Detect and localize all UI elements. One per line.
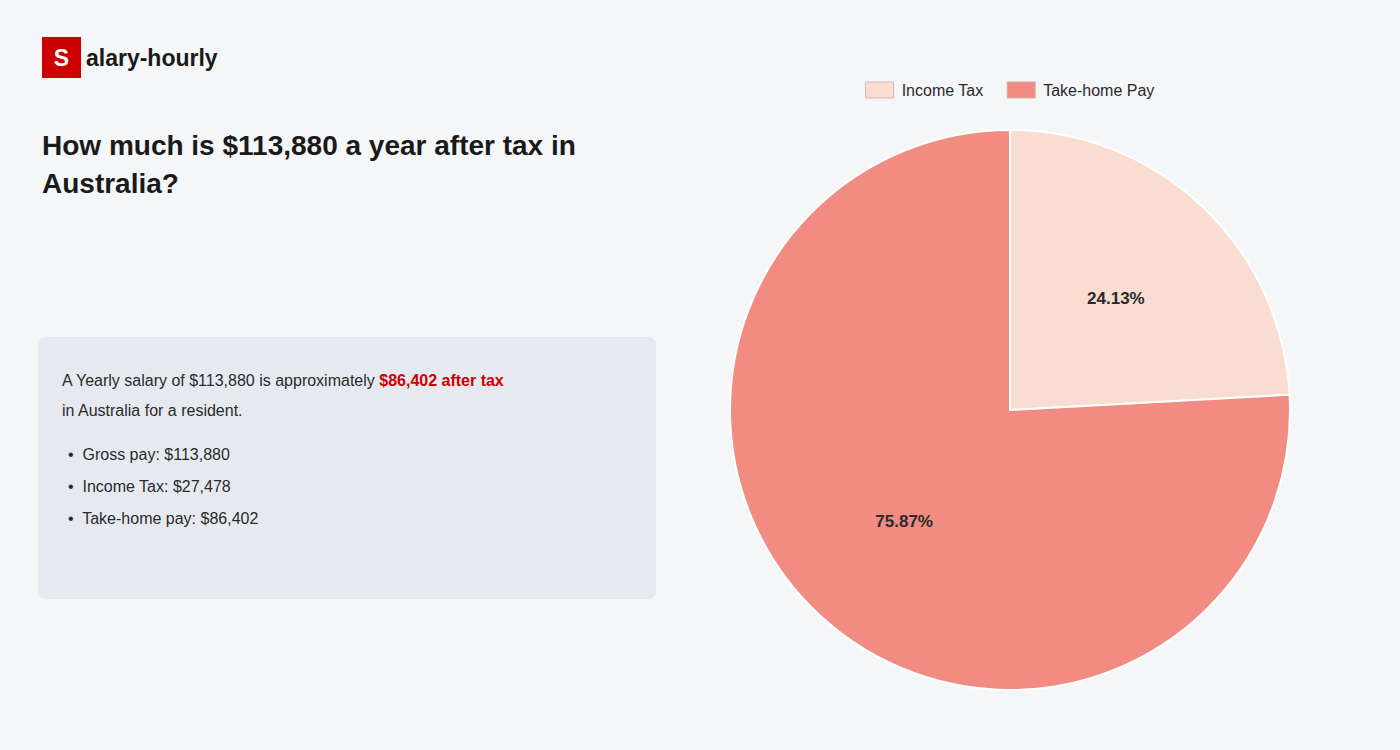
body-text: A Yearly salary of $113,880 is approxima…: [62, 372, 504, 389]
body-text: in Australia for a resident.: [62, 402, 243, 419]
bullet-item: • Gross pay: $113,880: [68, 446, 230, 463]
chart-root: Salary-hourly How much is $113,880 a year…: [0, 0, 1400, 750]
pie-slice: [1010, 130, 1290, 410]
legend-swatch: [866, 82, 894, 98]
pie-slice: [730, 130, 1290, 690]
bullet-item: • Take-home pay: $86,402: [68, 510, 258, 527]
logo-letter: S: [54, 45, 69, 71]
legend-label: Income Tax: [902, 82, 984, 99]
pie: [730, 130, 1290, 690]
background: [0, 0, 1400, 750]
logo-box: [42, 37, 81, 78]
info-box: [38, 337, 656, 599]
title: How much is $113,880 a year after tax in…: [42, 130, 576, 199]
bullet-item: • Income Tax: $27,478: [68, 478, 231, 495]
legend: Income Tax Take-home Pay: [866, 82, 1155, 99]
data-label: 24.13%: [1087, 289, 1145, 308]
legend-item: Take-home Pay: [1007, 82, 1154, 99]
legend-swatch: [1007, 82, 1035, 98]
body-text-normal: A Yearly salary of $113,880 is approxima…: [62, 372, 379, 389]
data-label: 75.87%: [875, 512, 933, 531]
body-text-highlight: $86,402 after tax: [379, 372, 504, 389]
logo-text: alary-hourly: [86, 45, 218, 71]
legend-label: Take-home Pay: [1043, 82, 1154, 99]
legend-item: Income Tax: [866, 82, 984, 99]
